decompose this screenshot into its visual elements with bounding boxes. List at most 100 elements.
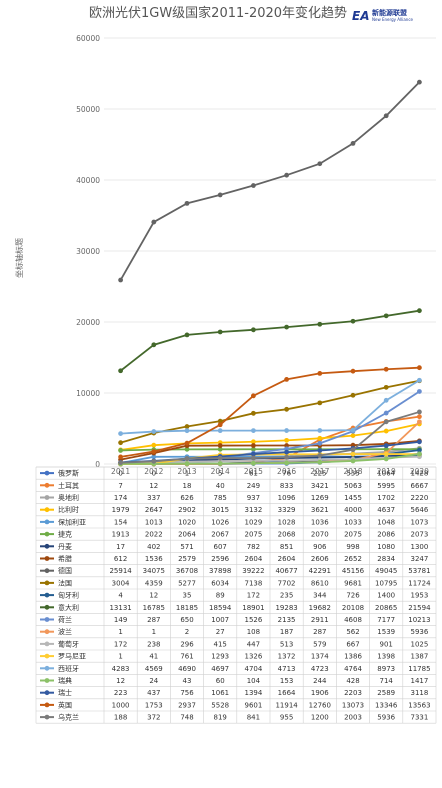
data-point <box>151 342 157 348</box>
table-cell: 89 <box>216 592 225 600</box>
legend-series-name: 俄罗斯 <box>58 469 79 478</box>
table-cell: 1417 <box>410 677 428 685</box>
table-cell: 612 <box>114 555 127 563</box>
data-point <box>251 446 256 452</box>
table-cell: 428 <box>346 677 359 685</box>
logo-mark: EA <box>352 9 369 23</box>
data-point <box>284 446 289 452</box>
legend-swatch-marker <box>44 678 50 683</box>
data-point <box>383 428 389 434</box>
data-point <box>284 449 289 455</box>
data-point <box>151 458 157 464</box>
table-cell: 60 <box>216 677 225 685</box>
data-point <box>118 277 123 283</box>
data-point <box>350 318 356 324</box>
data-point <box>184 424 190 429</box>
data-point <box>417 389 422 394</box>
data-point <box>350 458 356 464</box>
data-point <box>217 446 223 452</box>
x-axis-ticks: 2011 2012 2013 2014 2015 2016 2017 2018 2019 2020 <box>111 467 429 476</box>
data-point <box>417 409 422 415</box>
data-point <box>350 451 356 457</box>
table-cell: 2596 <box>211 555 229 563</box>
data-point <box>417 308 422 314</box>
data-point <box>251 460 256 466</box>
table-cell: 18185 <box>176 604 198 612</box>
table-cell: 901 <box>380 640 393 648</box>
table-cell: 12760 <box>309 701 331 709</box>
series-line <box>120 453 420 465</box>
table-cell: 287 <box>313 628 326 636</box>
data-point <box>284 454 289 460</box>
table-cell: 1372 <box>278 653 296 661</box>
table-cell: 7 <box>118 482 122 490</box>
table-cell: 513 <box>280 640 293 648</box>
table-cell: 154 <box>114 518 128 526</box>
data-point <box>251 183 256 188</box>
legend-swatch-marker <box>44 641 50 647</box>
data-point <box>284 428 289 433</box>
data-point <box>151 449 157 454</box>
table-cell: 1702 <box>377 494 395 502</box>
legend-swatch-marker <box>44 470 50 476</box>
legend-series-name: 土耳其 <box>58 481 79 490</box>
table-cell: 235 <box>280 592 293 600</box>
table-cell: 40677 <box>275 567 297 575</box>
table-cell: 0 <box>152 470 156 478</box>
table-cell: 1 <box>118 653 122 661</box>
data-point <box>118 460 123 466</box>
table-cell: 12 <box>116 677 125 685</box>
table-cell: 1064 <box>377 470 395 478</box>
table-cell: 667 <box>346 640 359 648</box>
data-point <box>317 371 323 376</box>
series-line <box>120 309 420 372</box>
legend-swatch-marker <box>44 714 50 720</box>
table-cell: 2579 <box>178 555 196 563</box>
data-point <box>251 428 256 434</box>
table-cell: 53781 <box>408 567 430 575</box>
table-cell: 344 <box>313 592 327 600</box>
data-point <box>118 431 123 436</box>
table-cell: 2902 <box>178 506 196 514</box>
table-cell: 447 <box>247 640 260 648</box>
data-point <box>217 428 223 434</box>
table-cell: 2604 <box>244 555 262 563</box>
data-point <box>383 397 389 403</box>
table-cell: 2606 <box>311 555 329 563</box>
series-line <box>120 379 420 435</box>
legend-swatch-marker <box>44 580 50 586</box>
table-cell: 45156 <box>342 567 365 575</box>
table-cell: 1048 <box>377 518 395 526</box>
table-cell: 20865 <box>375 604 397 612</box>
table-cell: 7331 <box>410 714 428 722</box>
table-cell: 20108 <box>342 604 364 612</box>
table-cell: 1536 <box>145 555 163 563</box>
table-cell: 7138 <box>244 579 262 587</box>
legend-series-name: 乌克兰 <box>58 713 79 722</box>
table-cell: 2075 <box>244 531 262 539</box>
table-cell: 223 <box>114 689 127 697</box>
table-cell: 1028 <box>278 518 296 526</box>
logo-sub: New Energy Alliance <box>372 17 414 22</box>
table-cell: 1979 <box>112 506 130 514</box>
legend-series-name: 丹麦 <box>58 542 72 551</box>
table-cell: 5936 <box>410 628 428 636</box>
data-point <box>317 161 323 167</box>
table-cell: 726 <box>346 592 360 600</box>
table-cell: 36708 <box>176 567 198 575</box>
table-cell: 11914 <box>275 701 298 709</box>
table-cell: 756 <box>180 689 194 697</box>
table-cell: 2086 <box>377 531 395 539</box>
table-cell: 2067 <box>211 531 229 539</box>
legend-series-name: 波兰 <box>58 627 72 636</box>
legend-series-name: 荷兰 <box>58 615 72 624</box>
x-tick-label: 2013 <box>177 467 196 476</box>
x-tick-label: 2019 <box>377 467 396 476</box>
table-cell: 10795 <box>375 579 397 587</box>
data-point <box>217 192 223 198</box>
legend-series-name: 匈牙利 <box>58 591 79 600</box>
legend-swatch-marker <box>44 665 50 671</box>
legend-series-name: 法国 <box>58 578 72 587</box>
data-point <box>350 392 356 398</box>
data-point <box>317 448 323 453</box>
